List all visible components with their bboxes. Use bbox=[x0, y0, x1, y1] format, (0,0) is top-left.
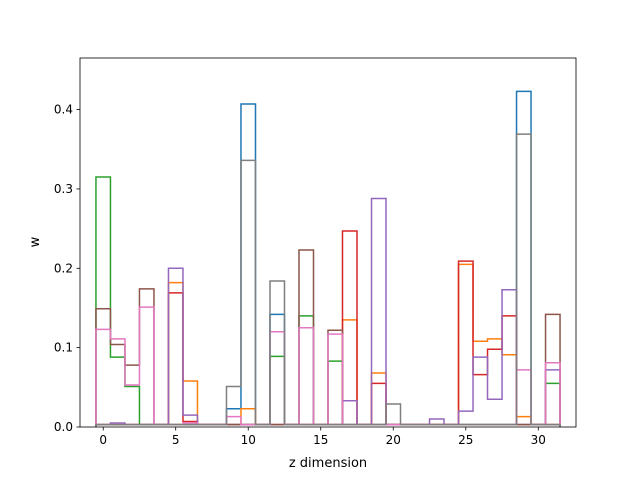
x-tick-label: 10 bbox=[241, 433, 256, 447]
series-5-line bbox=[95, 197, 561, 427]
x-tick-label: 20 bbox=[386, 433, 401, 447]
series-8-line bbox=[95, 133, 561, 427]
y-tick-label: 0.4 bbox=[54, 103, 73, 117]
x-axis: 0 5 10 15 20 25 30 bbox=[99, 427, 546, 447]
x-tick-label: 25 bbox=[458, 433, 473, 447]
series-4-line bbox=[95, 230, 561, 427]
plot-frame bbox=[79, 57, 577, 428]
x-tick-label: 0 bbox=[99, 433, 107, 447]
y-tick-label: 0.0 bbox=[54, 420, 73, 434]
x-tick-label: 5 bbox=[172, 433, 180, 447]
y-axis: 0.0 0.1 0.2 0.3 0.4 bbox=[54, 103, 80, 434]
x-tick-label: 30 bbox=[531, 433, 546, 447]
y-tick-label: 0.3 bbox=[54, 182, 73, 196]
x-tick-label: 15 bbox=[313, 433, 328, 447]
series-layer bbox=[95, 90, 561, 427]
y-tick-label: 0.2 bbox=[54, 261, 73, 275]
y-tick-label: 0.1 bbox=[54, 341, 73, 355]
y-axis-label: w bbox=[28, 236, 43, 247]
x-axis-label: z dimension bbox=[289, 456, 367, 471]
series-7-line bbox=[95, 306, 561, 427]
